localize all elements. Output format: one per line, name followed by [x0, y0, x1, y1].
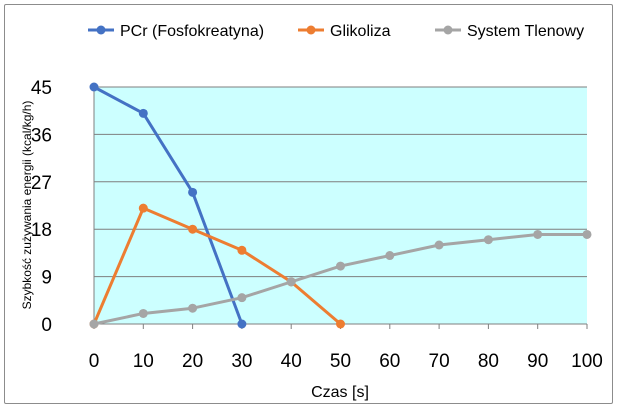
data-point-glikoliza: [188, 224, 198, 234]
legend-marker-system-tlenowy: [443, 25, 453, 35]
series-line-glikoliza: [92, 206, 342, 326]
data-point-pcr-fosfokreatyna: [138, 108, 148, 118]
x-tick-label: 80: [478, 351, 499, 372]
data-point-glikoliza: [138, 203, 148, 213]
data-point-system-tlenowy: [483, 235, 493, 245]
y-axis-title: Szybkość zużywania energii (kcal/kg/h): [20, 101, 34, 310]
data-point-system-tlenowy: [237, 293, 247, 303]
data-point-system-tlenowy: [434, 240, 444, 250]
x-tick-label: 90: [527, 351, 548, 372]
x-tick-label: 10: [133, 351, 154, 372]
data-point-system-tlenowy: [336, 261, 345, 271]
y-tick-label: 27: [31, 173, 52, 194]
series-line-pcr-fosfokreatyna: [92, 85, 244, 326]
legend-label-system-tlenowy: System Tlenowy: [467, 23, 584, 40]
legend: PCr (Fosfokreatyna) Glikoliza System Tleno…: [88, 23, 584, 40]
data-point-glikoliza: [336, 319, 345, 329]
x-tick-label: 30: [231, 351, 252, 372]
x-tick-label: 0: [89, 351, 100, 372]
x-tick-label: 70: [429, 351, 450, 372]
legend-label-pcr-fosfokreatyna: PCr (Fosfokreatyna): [120, 23, 264, 40]
legend-marker-pcr-fosfokreatyna: [96, 25, 106, 35]
x-tick-label: 60: [379, 351, 400, 372]
y-tick-label: 45: [31, 78, 52, 99]
data-point-system-tlenowy: [89, 319, 99, 329]
y-tick-label: 36: [31, 125, 52, 146]
legend-label-glikoliza: Glikoliza: [330, 23, 391, 40]
x-tick-label: 50: [330, 351, 351, 372]
data-point-glikoliza: [237, 245, 247, 255]
plot-area: 0 9 18 27 36 45 0 10 20 30 40 50 60 70 80 90 100: [31, 78, 603, 372]
data-point-pcr-fosfokreatyna: [188, 187, 198, 197]
data-point-system-tlenowy: [385, 251, 395, 261]
y-tick-label: 18: [31, 220, 52, 241]
data-point-pcr-fosfokreatyna: [89, 82, 99, 92]
plot-background: [94, 87, 587, 324]
y-tick-label: 9: [41, 268, 52, 289]
data-point-system-tlenowy: [286, 277, 296, 287]
legend-marker-glikoliza: [306, 25, 316, 35]
data-point-system-tlenowy: [533, 229, 543, 239]
data-point-system-tlenowy: [188, 303, 198, 313]
y-tick-label: 0: [41, 315, 52, 336]
x-axis-title: Czas [s]: [311, 384, 369, 401]
x-tick-label: 100: [571, 351, 603, 372]
data-point-system-tlenowy: [582, 229, 592, 239]
x-tick-label: 20: [182, 351, 203, 372]
data-point-pcr-fosfokreatyna: [237, 319, 247, 329]
data-point-system-tlenowy: [138, 308, 148, 318]
x-tick-label: 40: [281, 351, 302, 372]
